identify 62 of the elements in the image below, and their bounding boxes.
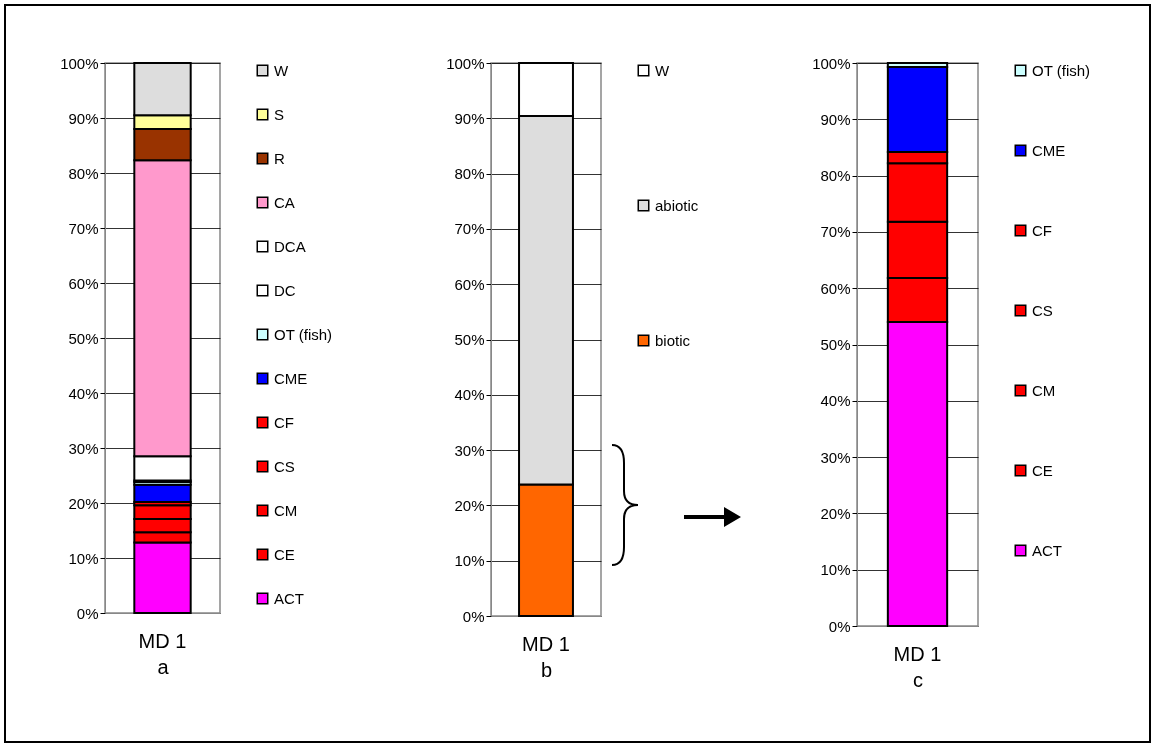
y-tick-label: 10% bbox=[820, 561, 851, 579]
y-tick-label: 10% bbox=[454, 552, 485, 570]
y-tick-label: 20% bbox=[454, 496, 485, 514]
y-tick-label: 100% bbox=[812, 54, 851, 72]
x-axis-title: b bbox=[540, 658, 553, 681]
x-axis-title: c bbox=[913, 668, 923, 691]
y-tick-label: 60% bbox=[820, 279, 851, 297]
legend-label: CS bbox=[274, 457, 295, 475]
y-tick-label: 90% bbox=[820, 110, 851, 128]
legend-label: DC bbox=[274, 281, 296, 299]
y-tick-label: 0% bbox=[828, 617, 851, 635]
legend-label: OT (fish) bbox=[1032, 61, 1091, 79]
legend-label: CF bbox=[274, 413, 294, 431]
y-tick-label: 70% bbox=[68, 219, 99, 237]
y-tick-label: 10% bbox=[68, 549, 99, 567]
legend-label: CM bbox=[1032, 381, 1056, 399]
y-tick-label: 50% bbox=[820, 336, 851, 353]
y-tick-label: 50% bbox=[68, 329, 99, 347]
legend-label: CF bbox=[1032, 221, 1052, 239]
legend-label: S bbox=[274, 105, 285, 123]
y-tick-label: 90% bbox=[68, 109, 99, 127]
legend-label: CA bbox=[274, 193, 295, 211]
y-tick-label: 50% bbox=[454, 331, 485, 348]
y-tick-label: 30% bbox=[820, 448, 851, 466]
y-tick-label: 30% bbox=[68, 439, 99, 457]
legend-label: DCA bbox=[274, 237, 306, 255]
legend-label: OT (fish) bbox=[274, 325, 333, 343]
legend-label: CS bbox=[1032, 301, 1053, 319]
y-tick-label: 40% bbox=[454, 386, 485, 404]
legend-label: R bbox=[274, 149, 285, 167]
legend-label: CE bbox=[1032, 461, 1053, 479]
y-tick-label: 60% bbox=[68, 274, 99, 292]
x-tick-label: MD 1 bbox=[138, 629, 187, 652]
y-tick-label: 40% bbox=[68, 384, 99, 402]
y-tick-label: 40% bbox=[820, 392, 851, 410]
legend-label: CME bbox=[274, 369, 308, 387]
y-tick-label: 90% bbox=[454, 109, 485, 127]
legend-label: W bbox=[655, 61, 670, 79]
legend-label: biotic bbox=[655, 331, 691, 349]
x-axis-title: a bbox=[157, 655, 170, 678]
x-tick-label: MD 1 bbox=[893, 642, 942, 665]
legend-label: CM bbox=[274, 501, 298, 519]
legend-label: W bbox=[274, 61, 289, 79]
y-tick-label: 80% bbox=[454, 165, 485, 183]
y-tick-label: 30% bbox=[454, 441, 485, 459]
legend-label: ACT bbox=[274, 589, 304, 607]
y-tick-label: 20% bbox=[820, 504, 851, 522]
y-tick-label: 80% bbox=[68, 164, 99, 182]
y-tick-label: 20% bbox=[68, 494, 99, 512]
legend-label: CE bbox=[274, 545, 295, 563]
y-tick-label: 0% bbox=[76, 604, 99, 622]
legend-label: CME bbox=[1032, 141, 1066, 159]
x-tick-label: MD 1 bbox=[522, 632, 570, 655]
y-tick-label: 0% bbox=[462, 607, 485, 625]
legend-label: ACT bbox=[1032, 541, 1062, 559]
y-tick-label: 100% bbox=[446, 54, 485, 72]
legend-label: abiotic bbox=[655, 196, 699, 214]
y-tick-label: 70% bbox=[454, 220, 485, 238]
y-tick-label: 80% bbox=[820, 167, 851, 185]
y-tick-label: 70% bbox=[820, 223, 851, 241]
y-tick-label: 100% bbox=[60, 54, 99, 72]
y-tick-label: 60% bbox=[454, 275, 485, 293]
